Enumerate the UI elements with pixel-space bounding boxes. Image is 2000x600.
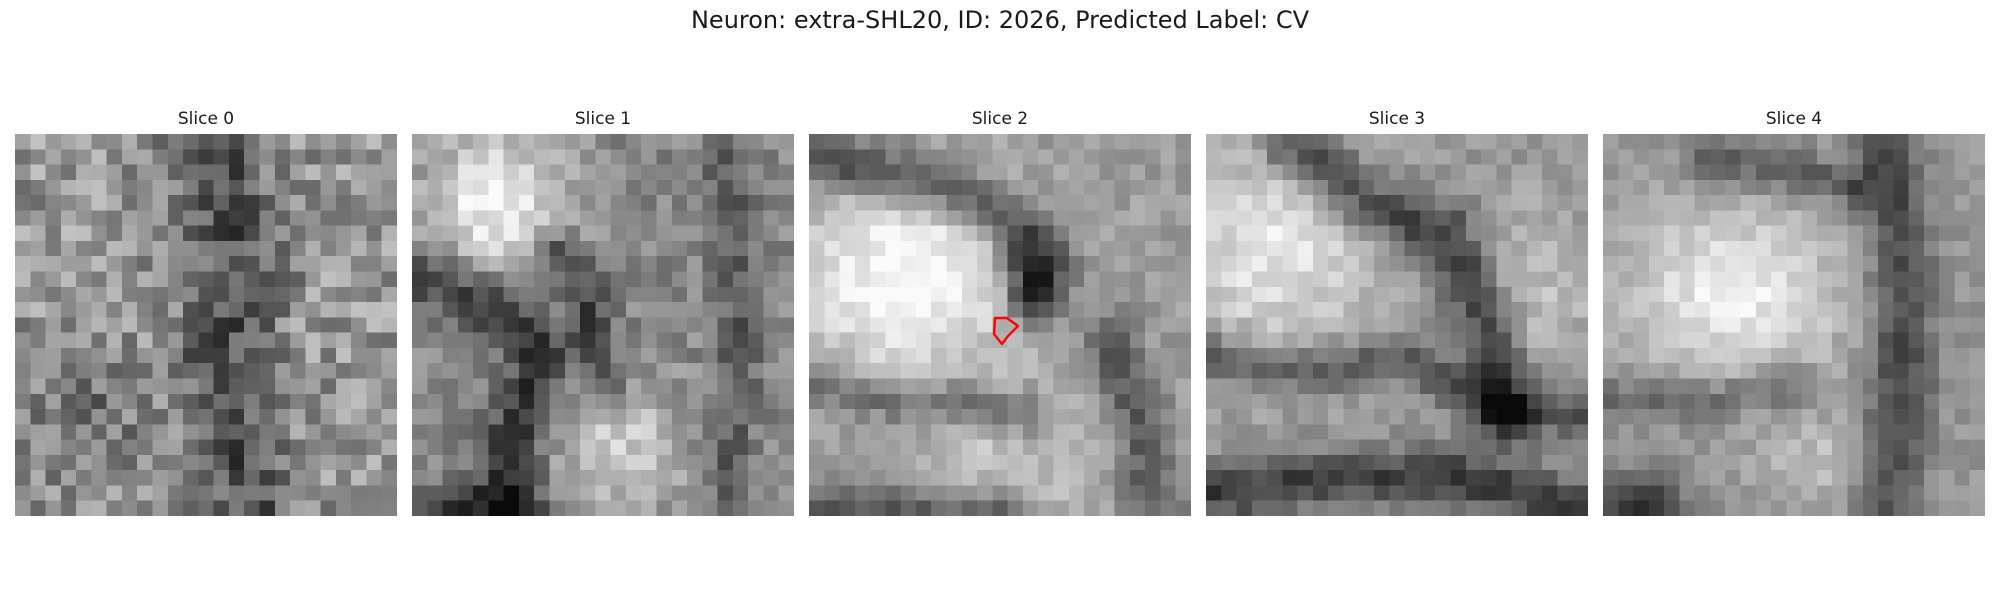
grayscale-slice-image [1206,134,1588,516]
grayscale-slice-image [809,134,1191,516]
slice-panel-4: Slice 4 [1603,108,1985,516]
slice-title: Slice 1 [574,109,632,129]
slice-panel-1: Slice 1 [412,108,794,516]
grayscale-slice-image [412,134,794,516]
slice-panel-0: Slice 0 [15,108,397,516]
slice-title: Slice 2 [971,109,1029,129]
slice-title: Slice 3 [1368,109,1426,129]
figure-title: Neuron: extra-SHL20, ID: 2026, Predicted… [690,6,1310,34]
slice-panel-2: Slice 2 [809,108,1191,516]
grayscale-slice-image [15,134,397,516]
slice-title: Slice 0 [177,109,235,129]
grayscale-slice-image [1603,134,1985,516]
slice-panel-3: Slice 3 [1206,108,1588,516]
slice-title: Slice 4 [1765,109,1823,129]
